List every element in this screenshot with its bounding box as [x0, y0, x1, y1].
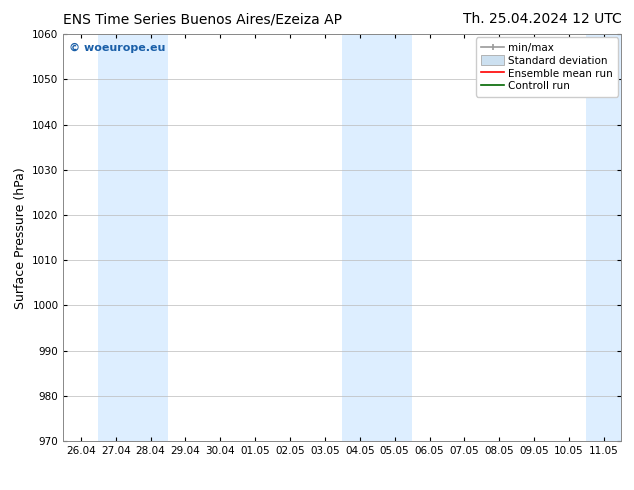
Bar: [586, 34, 621, 441]
Bar: [98, 34, 168, 441]
Legend: min/max, Standard deviation, Ensemble mean run, Controll run: min/max, Standard deviation, Ensemble me…: [476, 37, 618, 97]
Y-axis label: Surface Pressure (hPa): Surface Pressure (hPa): [14, 167, 27, 309]
Text: ENS Time Series Buenos Aires/Ezeiza AP: ENS Time Series Buenos Aires/Ezeiza AP: [63, 12, 342, 26]
Text: Th. 25.04.2024 12 UTC: Th. 25.04.2024 12 UTC: [463, 12, 621, 26]
Text: © woeurope.eu: © woeurope.eu: [69, 43, 165, 52]
Bar: [342, 34, 412, 441]
